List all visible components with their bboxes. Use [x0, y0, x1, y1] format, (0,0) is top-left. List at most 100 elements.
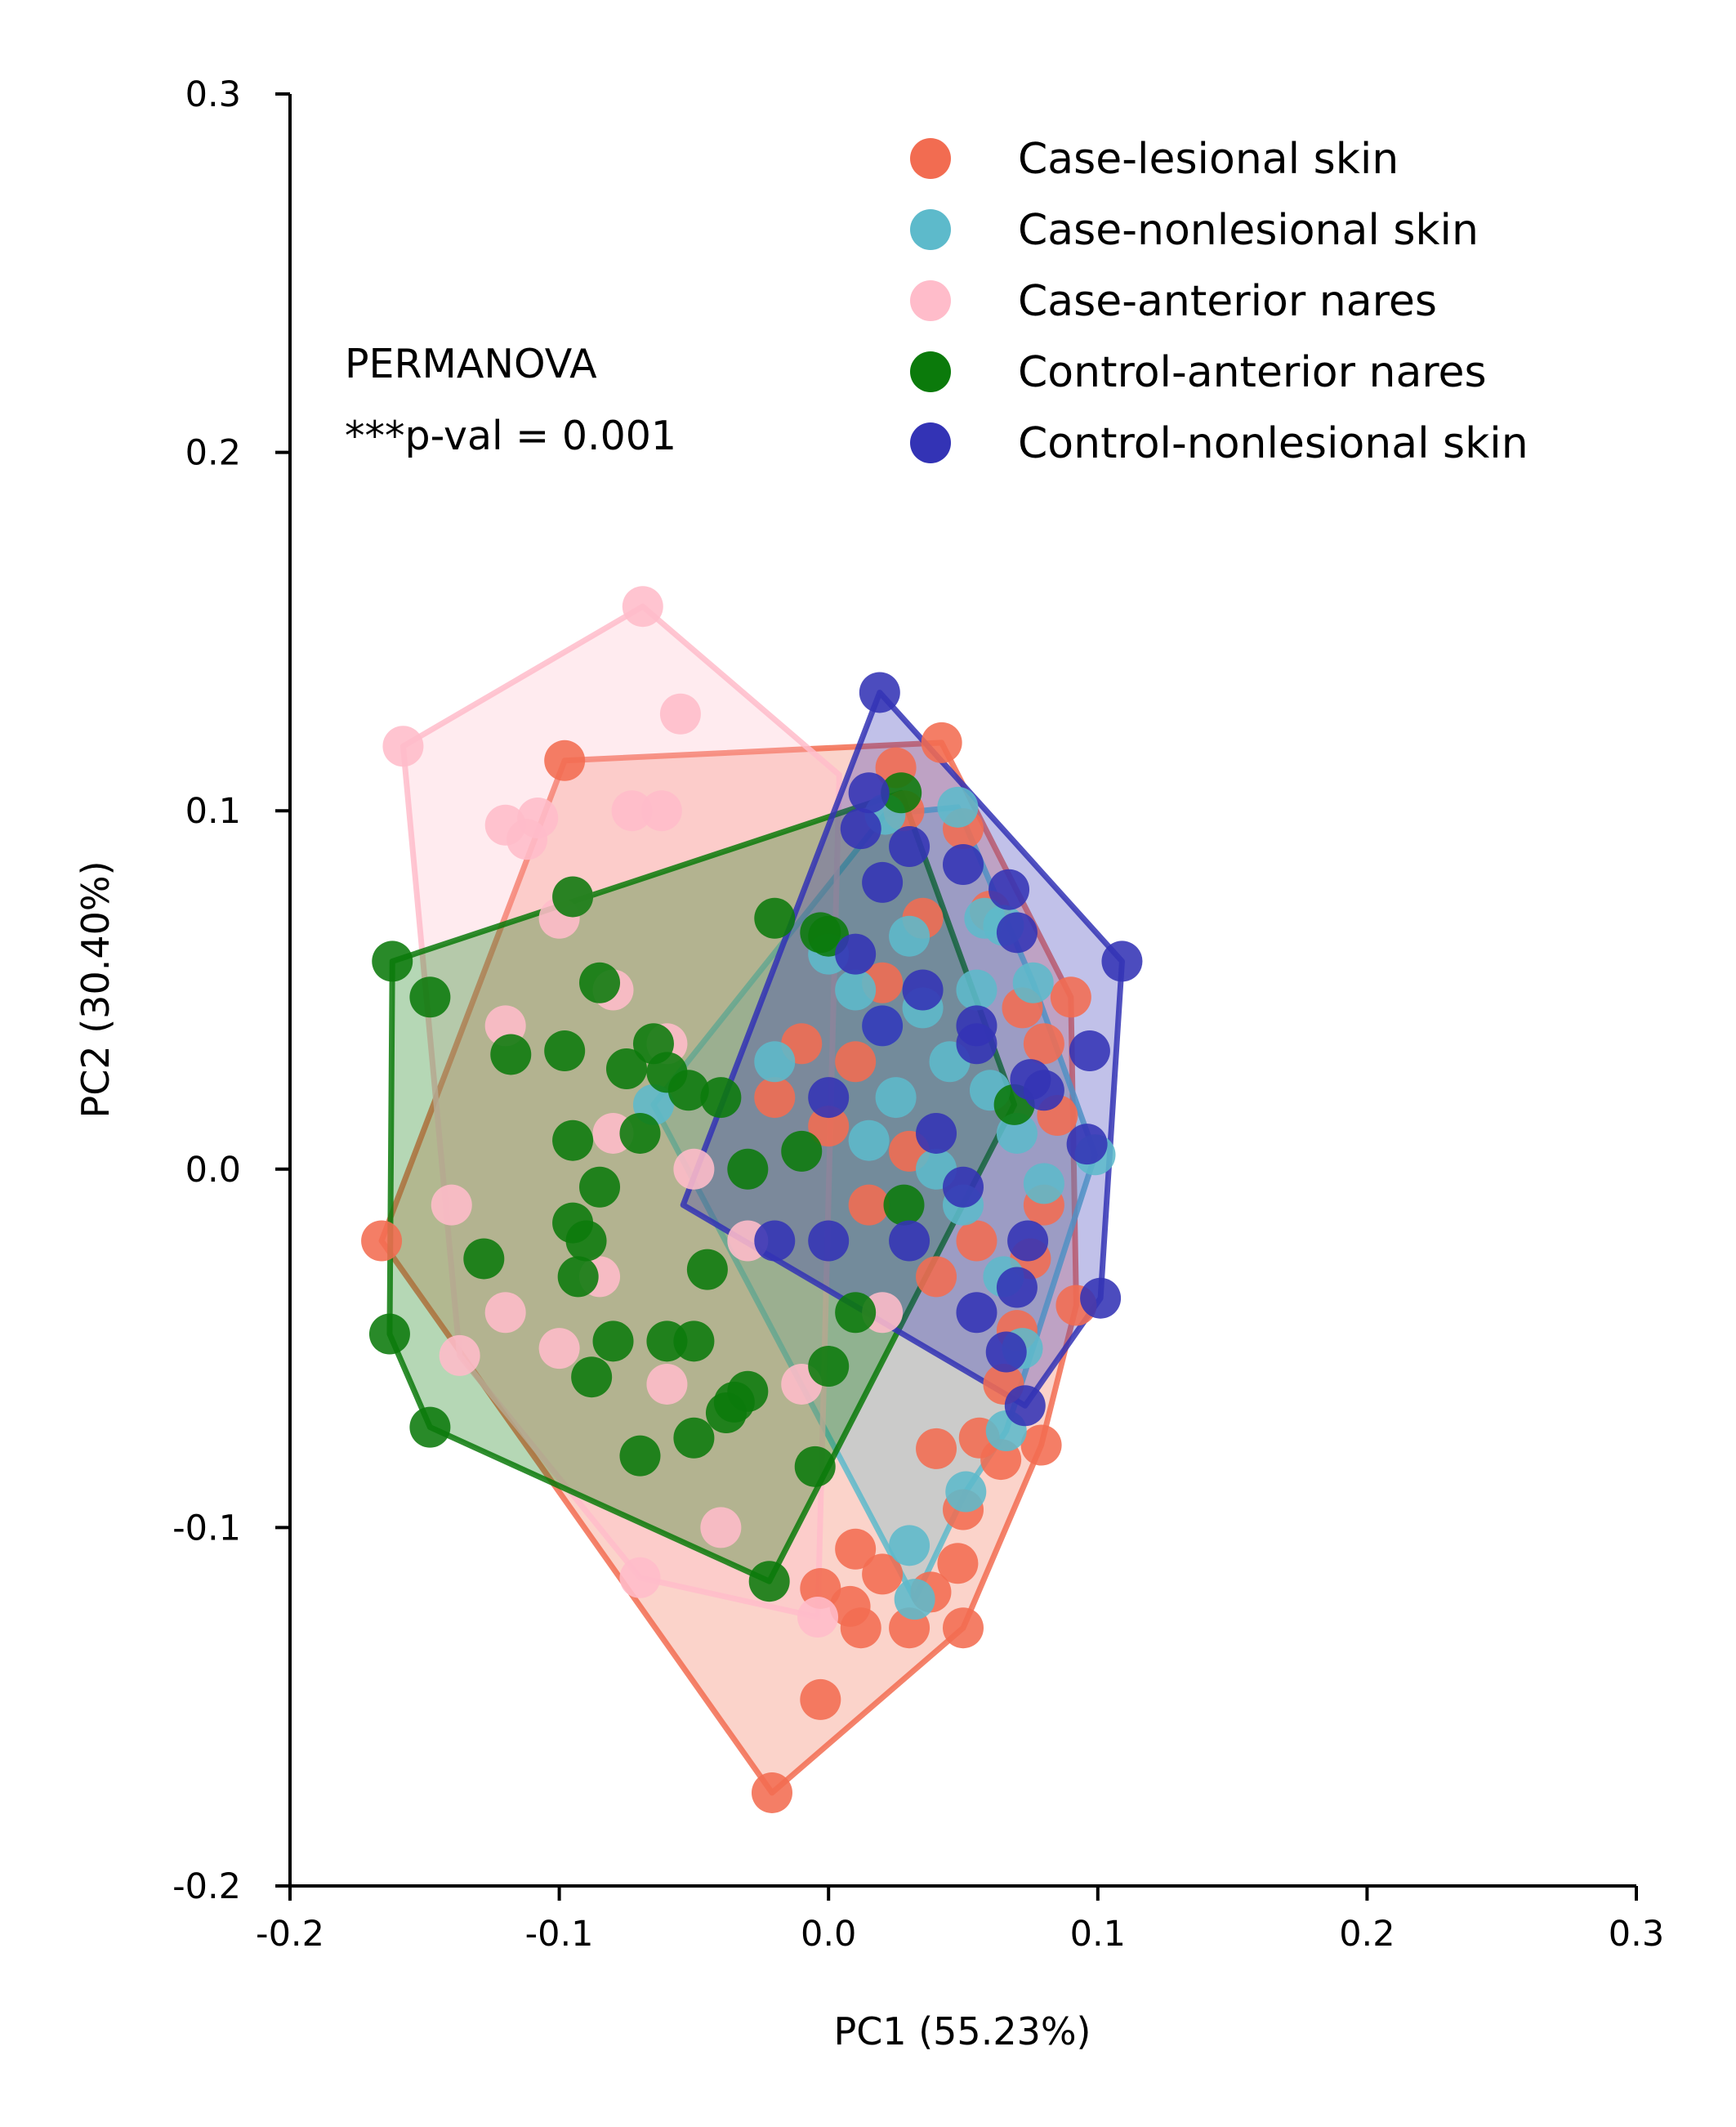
data-point: [916, 1428, 957, 1469]
x-tick-label: 0.3: [1609, 1914, 1664, 1955]
data-point: [916, 1256, 957, 1298]
data-point: [431, 1184, 472, 1226]
data-point: [840, 808, 881, 850]
data-point: [956, 969, 997, 1011]
x-ticks: -0.2 -0.1 0.0 0.1 0.2 0.3: [256, 1886, 1664, 1955]
data-point: [835, 1292, 877, 1334]
legend-item-case-nonlesional-skin: Case-nonlesional skin: [910, 206, 1479, 255]
legend-label: Control-anterior nares: [1018, 348, 1487, 397]
data-point: [592, 1320, 634, 1362]
data-point: [848, 1119, 890, 1161]
series-control-anterior-nares: [368, 772, 1035, 1602]
legend-label: Case-nonlesional skin: [1018, 206, 1479, 255]
data-point: [754, 897, 796, 939]
data-point: [673, 1320, 715, 1362]
data-point: [667, 1070, 709, 1111]
data-point: [372, 941, 413, 982]
legend-label: Case-anterior nares: [1018, 277, 1437, 326]
data-point: [859, 672, 900, 713]
data-point: [673, 1148, 715, 1190]
data-point: [916, 1112, 957, 1154]
data-point: [945, 1471, 987, 1513]
permanova-annotation: PERMANOVA ***p-val = 0.001: [345, 341, 676, 459]
data-point: [937, 1543, 979, 1584]
data-point: [1023, 1023, 1064, 1065]
data-point: [619, 1112, 661, 1154]
series-case-anterior-nares: [382, 586, 904, 1638]
data-point: [985, 1331, 1027, 1373]
y-tick-label: 0.1: [185, 791, 241, 832]
data-point: [579, 1166, 621, 1208]
data-point: [937, 786, 979, 828]
data-point: [902, 969, 944, 1011]
data-point: [956, 1005, 997, 1047]
legend-marker: [910, 209, 951, 250]
y-axis-title: PC2 (30.40%): [74, 860, 118, 1118]
data-point: [988, 869, 1030, 910]
data-point: [1066, 1124, 1108, 1165]
data-point: [754, 1077, 796, 1119]
data-point: [611, 790, 653, 832]
data-point: [835, 969, 877, 1011]
data-point: [700, 1507, 742, 1548]
data-point: [565, 1220, 607, 1262]
data-point: [1069, 1030, 1110, 1072]
x-tick-label: -0.1: [525, 1914, 594, 1955]
data-point: [1023, 1163, 1064, 1204]
legend-label: Control-nonlesional skin: [1018, 419, 1528, 468]
x-tick-label: 0.0: [801, 1914, 856, 1955]
data-point: [484, 1292, 526, 1334]
data-point: [889, 826, 930, 868]
data-point: [1050, 976, 1091, 1018]
y-tick-label: -0.2: [172, 1866, 241, 1907]
x-tick-label: -0.2: [256, 1914, 324, 1955]
data-point: [619, 1557, 661, 1598]
data-point: [659, 693, 701, 735]
data-point: [646, 1363, 688, 1405]
data-point: [463, 1238, 505, 1280]
data-point: [557, 1256, 599, 1298]
data-point: [686, 1249, 728, 1290]
data-point: [409, 976, 451, 1018]
data-point: [368, 1313, 410, 1355]
data-point: [552, 1119, 594, 1161]
data-point: [544, 740, 586, 781]
data-point: [552, 876, 594, 918]
data-point: [1012, 962, 1054, 1003]
data-point: [800, 1678, 841, 1720]
x-tick-label: 0.2: [1339, 1914, 1395, 1955]
legend-marker: [910, 422, 951, 463]
data-point: [943, 843, 984, 885]
data-point: [544, 1030, 586, 1072]
legend-marker: [910, 351, 951, 392]
data-point: [1020, 1424, 1062, 1466]
data-point: [956, 1292, 997, 1334]
y-tick-label: 0.2: [185, 433, 241, 474]
data-point: [606, 1048, 647, 1089]
legend: Case-lesional skin Case-nonlesional skin C…: [910, 135, 1528, 468]
legend-item-case-anterior-nares: Case-anterior nares: [910, 277, 1437, 326]
axes: [288, 94, 1636, 1888]
legend-item-control-nonlesional-skin: Control-nonlesional skin: [910, 419, 1528, 468]
data-point: [439, 1334, 480, 1376]
data-point: [840, 1607, 881, 1649]
y-tick-label: -0.1: [172, 1508, 241, 1548]
data-point: [956, 1220, 997, 1262]
data-point: [1007, 1220, 1049, 1262]
data-point: [1004, 1385, 1046, 1427]
y-ticks: -0.2 -0.1 0.0 0.1 0.2 0.3: [172, 74, 290, 1907]
legend-item-case-lesional-skin: Case-lesional skin: [910, 135, 1399, 184]
data-point: [921, 722, 962, 763]
data-point: [894, 1579, 935, 1620]
data-point: [862, 1005, 904, 1047]
legend-marker: [910, 280, 951, 321]
data-point: [835, 1041, 877, 1083]
data-point: [1080, 1277, 1122, 1319]
data-point: [943, 1607, 984, 1649]
data-point: [875, 1077, 917, 1119]
y-tick-label: 0.0: [185, 1150, 241, 1191]
series-control-nonlesional-skin: [754, 672, 1143, 1427]
data-point: [700, 1077, 742, 1119]
data-point: [835, 1528, 877, 1570]
